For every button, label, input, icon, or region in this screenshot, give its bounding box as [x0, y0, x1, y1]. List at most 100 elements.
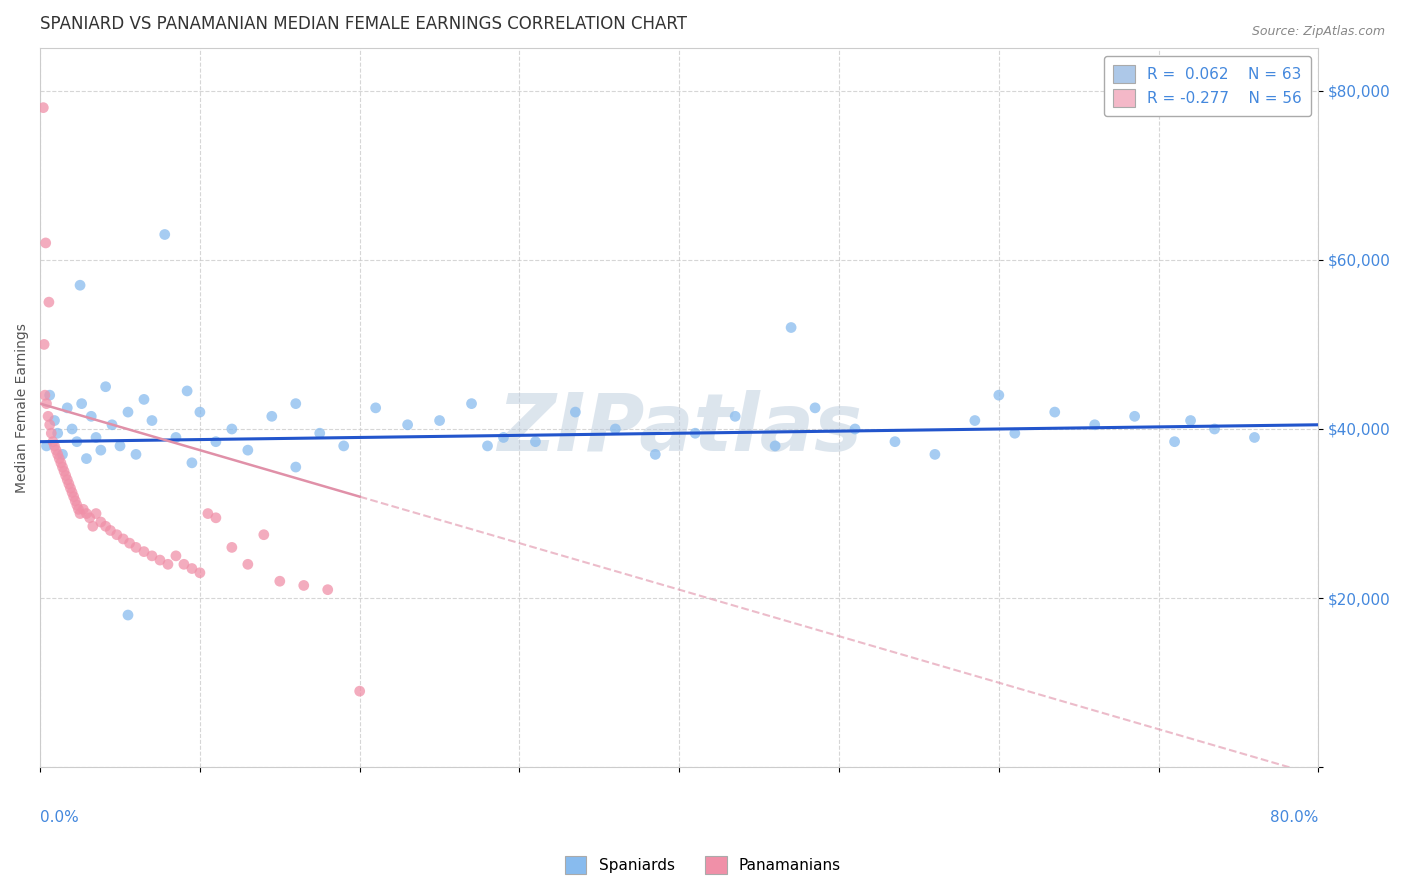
- Point: [1204, 422, 1226, 436]
- Point: [51, 447, 73, 461]
- Point: [132, 544, 155, 558]
- Point: [46, 426, 69, 441]
- Point: [205, 434, 228, 449]
- Point: [59, 481, 82, 495]
- Point: [165, 549, 187, 563]
- Point: [1004, 426, 1026, 441]
- Point: [149, 553, 172, 567]
- Point: [94, 519, 117, 533]
- Point: [188, 405, 211, 419]
- Point: [804, 401, 827, 415]
- Point: [38, 417, 60, 432]
- Text: Source: ZipAtlas.com: Source: ZipAtlas.com: [1251, 25, 1385, 38]
- Point: [284, 460, 307, 475]
- Point: [141, 549, 163, 563]
- Point: [763, 439, 786, 453]
- Text: SPANIARD VS PANAMANIAN MEDIAN FEMALE EARNINGS CORRELATION CHART: SPANIARD VS PANAMANIAN MEDIAN FEMALE EAR…: [41, 15, 688, 33]
- Point: [69, 507, 91, 521]
- Point: [65, 494, 87, 508]
- Point: [66, 498, 89, 512]
- Point: [100, 524, 122, 538]
- Point: [221, 541, 243, 555]
- Point: [292, 578, 315, 592]
- Point: [82, 519, 104, 533]
- Point: [35, 396, 58, 410]
- Point: [429, 413, 451, 427]
- Point: [56, 473, 79, 487]
- Point: [141, 413, 163, 427]
- Point: [55, 468, 77, 483]
- Point: [564, 405, 586, 419]
- Point: [49, 456, 72, 470]
- Point: [75, 451, 97, 466]
- Point: [32, 337, 55, 351]
- Point: [284, 396, 307, 410]
- Point: [477, 439, 499, 453]
- Point: [90, 515, 112, 529]
- Point: [37, 409, 59, 424]
- Point: [987, 388, 1010, 402]
- Point: [460, 396, 482, 410]
- Point: [156, 558, 179, 572]
- Point: [112, 532, 135, 546]
- Point: [132, 392, 155, 407]
- Point: [1243, 430, 1265, 444]
- Point: [67, 502, 90, 516]
- Point: [39, 426, 62, 441]
- Point: [53, 464, 76, 478]
- Point: [46, 447, 69, 461]
- Point: [60, 422, 83, 436]
- Point: [308, 426, 330, 441]
- Legend: R =  0.062    N = 63, R = -0.277    N = 56: R = 0.062 N = 63, R = -0.277 N = 56: [1104, 56, 1310, 116]
- Point: [236, 558, 259, 572]
- Point: [1043, 405, 1066, 419]
- Point: [269, 574, 291, 589]
- Point: [45, 443, 67, 458]
- Point: [84, 507, 107, 521]
- Point: [253, 527, 276, 541]
- Point: [1180, 413, 1202, 427]
- Point: [48, 451, 70, 466]
- Point: [51, 460, 73, 475]
- Point: [101, 417, 124, 432]
- Point: [173, 558, 195, 572]
- Point: [188, 566, 211, 580]
- Point: [66, 434, 89, 449]
- Point: [117, 405, 139, 419]
- Point: [1084, 417, 1107, 432]
- Point: [260, 409, 283, 424]
- Point: [165, 430, 187, 444]
- Point: [70, 396, 93, 410]
- Y-axis label: Median Female Earnings: Median Female Earnings: [15, 323, 30, 492]
- Point: [1123, 409, 1146, 424]
- Point: [44, 439, 66, 453]
- Legend: Spaniards, Panamanians: Spaniards, Panamanians: [560, 850, 846, 880]
- Point: [1163, 434, 1185, 449]
- Point: [60, 485, 83, 500]
- Point: [117, 608, 139, 623]
- Point: [34, 388, 56, 402]
- Point: [108, 439, 131, 453]
- Point: [605, 422, 627, 436]
- Point: [396, 417, 419, 432]
- Point: [72, 502, 94, 516]
- Point: [236, 443, 259, 458]
- Point: [364, 401, 387, 415]
- Point: [62, 490, 84, 504]
- Point: [205, 510, 228, 524]
- Point: [176, 384, 198, 398]
- Point: [35, 235, 58, 250]
- Point: [924, 447, 946, 461]
- Point: [349, 684, 371, 698]
- Point: [75, 507, 97, 521]
- Point: [492, 430, 515, 444]
- Text: ZIPatlas: ZIPatlas: [496, 391, 862, 468]
- Point: [963, 413, 986, 427]
- Point: [153, 227, 176, 242]
- Point: [724, 409, 747, 424]
- Point: [35, 439, 58, 453]
- Point: [42, 434, 65, 449]
- Point: [524, 434, 547, 449]
- Point: [44, 413, 66, 427]
- Point: [90, 443, 112, 458]
